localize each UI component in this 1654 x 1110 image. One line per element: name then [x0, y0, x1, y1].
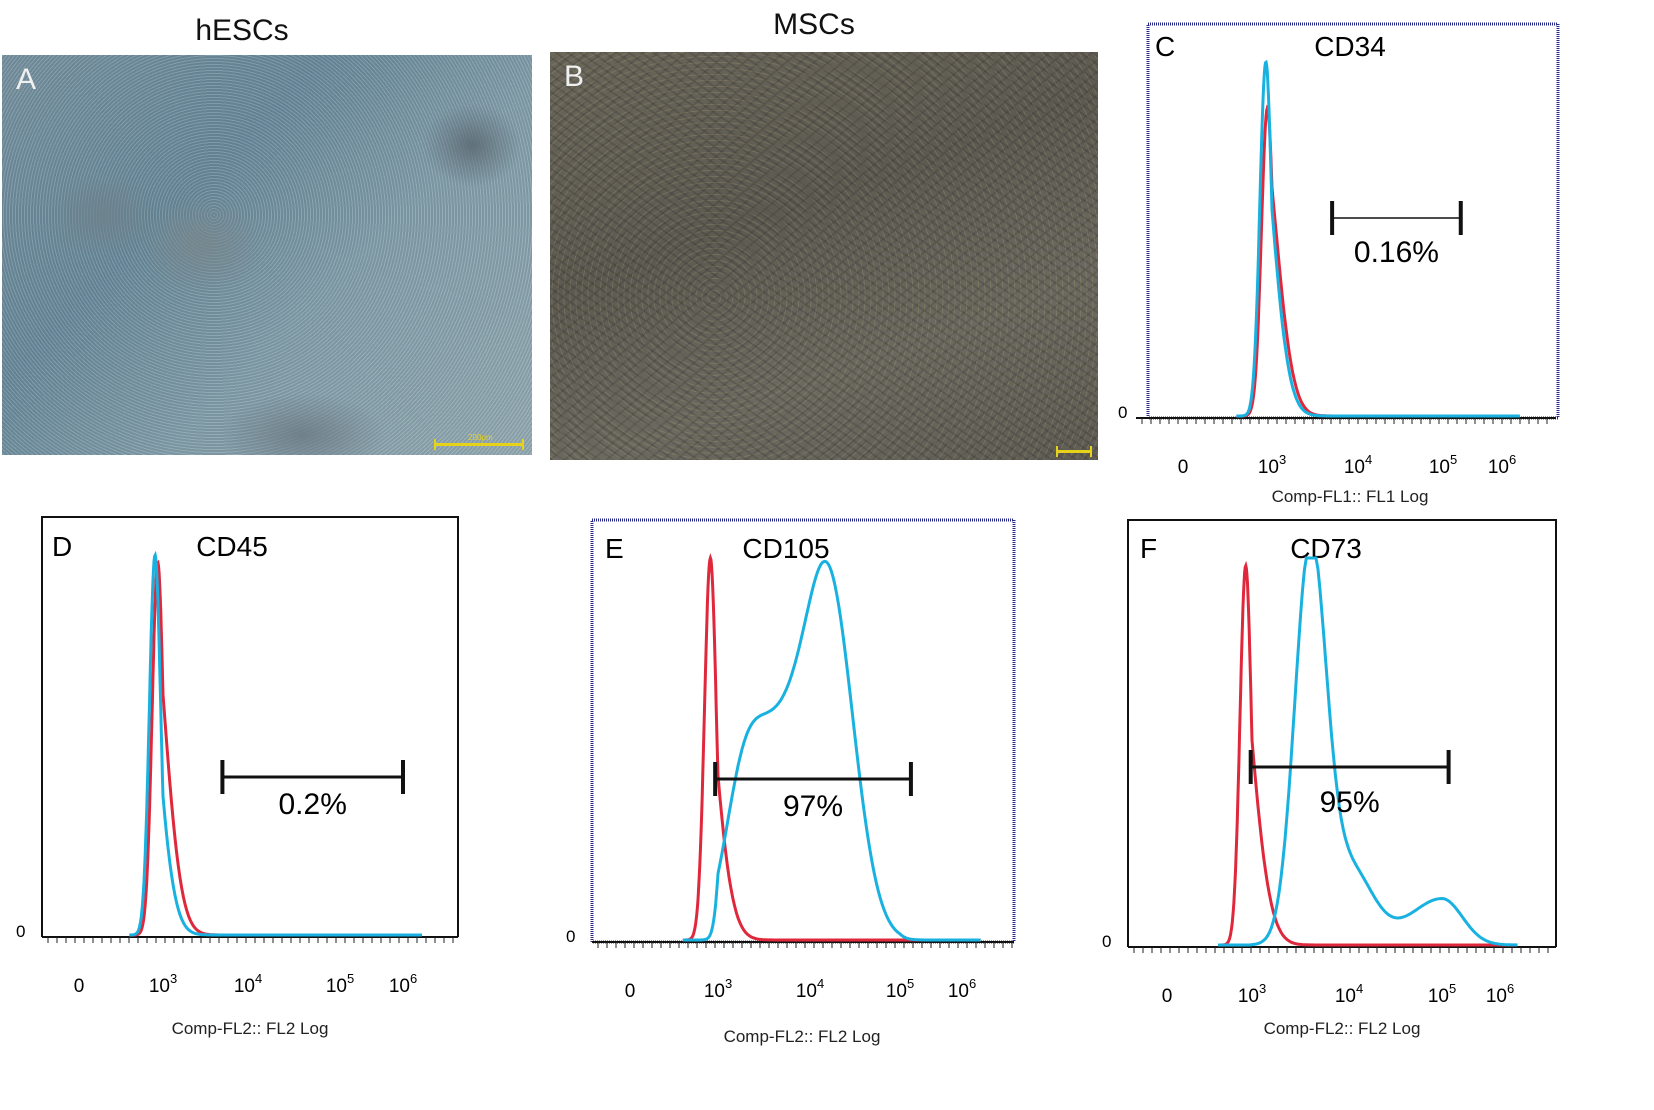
x-tick-label: 106	[1488, 452, 1516, 478]
panel-title: CD105	[742, 533, 829, 564]
gate-percentage: 97%	[783, 790, 843, 823]
scale-bar	[1056, 446, 1092, 457]
series-curve	[1218, 560, 1518, 947]
y-tick-label: 0	[566, 927, 575, 946]
scale-bar	[434, 439, 524, 450]
panel-b-title: MSCs	[773, 8, 855, 41]
x-tick-label: 103	[1258, 452, 1286, 478]
panel-letter: E	[605, 533, 624, 564]
series-curve	[129, 559, 422, 937]
series-curve	[1236, 59, 1520, 418]
x-tick-label: 0	[1178, 457, 1189, 478]
x-tick-label: 104	[1344, 452, 1372, 478]
panel-a-micrograph: A 200μm	[2, 55, 532, 455]
panel-letter: F	[1140, 533, 1157, 564]
x-tick-label: 106	[1486, 981, 1514, 1007]
panel-frame	[590, 518, 1016, 944]
series-curve	[682, 553, 981, 942]
panel-a-title: hESCs	[195, 14, 289, 47]
x-axis-label: Comp-FL1:: FL1 Log	[1272, 487, 1429, 506]
x-axis-label: Comp-FL2:: FL2 Log	[172, 1019, 329, 1038]
x-tick-label: 105	[886, 976, 914, 1002]
panel-a-letter: A	[16, 63, 37, 96]
gate-percentage: 0.2%	[279, 788, 347, 821]
panel-title: CD45	[196, 531, 268, 562]
panel-title: CD73	[1290, 533, 1362, 564]
x-tick-label: 0	[1162, 986, 1173, 1007]
gate-percentage: 95%	[1320, 786, 1380, 819]
panel-title: CD34	[1314, 31, 1386, 62]
scale-bar-label: 200μm	[468, 433, 493, 442]
panel-letter: C	[1155, 31, 1175, 62]
x-tick-label: 104	[234, 971, 262, 997]
panel-frame	[1127, 519, 1557, 947]
y-tick-label: 0	[16, 922, 25, 941]
panel-frame	[1146, 22, 1560, 420]
x-tick-label: 103	[1238, 981, 1266, 1007]
panel-b-micrograph: B	[550, 52, 1098, 460]
series-curve	[682, 559, 981, 942]
series-curve	[1218, 556, 1518, 947]
x-tick-label: 105	[1429, 452, 1457, 478]
x-tick-label: 103	[149, 971, 177, 997]
x-tick-label: 106	[948, 976, 976, 1002]
panel-frame	[41, 516, 459, 937]
x-axis-label: Comp-FL2:: FL2 Log	[724, 1027, 881, 1046]
series-curve	[1236, 104, 1520, 418]
x-axis-label: Comp-FL2:: FL2 Log	[1264, 1019, 1421, 1038]
panel-letter: D	[52, 531, 72, 562]
x-tick-label: 0	[74, 976, 85, 997]
panel-b-letter: B	[564, 60, 585, 93]
gate-percentage: 0.16%	[1354, 236, 1439, 269]
x-tick-label: 105	[1428, 981, 1456, 1007]
x-tick-label: 103	[704, 976, 732, 1002]
y-tick-label: 0	[1102, 932, 1111, 951]
y-tick-label: 0	[1118, 403, 1127, 422]
series-curve	[129, 550, 422, 937]
x-tick-label: 104	[796, 976, 824, 1002]
x-tick-label: 106	[389, 971, 417, 997]
x-tick-label: 105	[326, 971, 354, 997]
x-tick-label: 0	[625, 981, 636, 1002]
x-tick-label: 104	[1335, 981, 1363, 1007]
